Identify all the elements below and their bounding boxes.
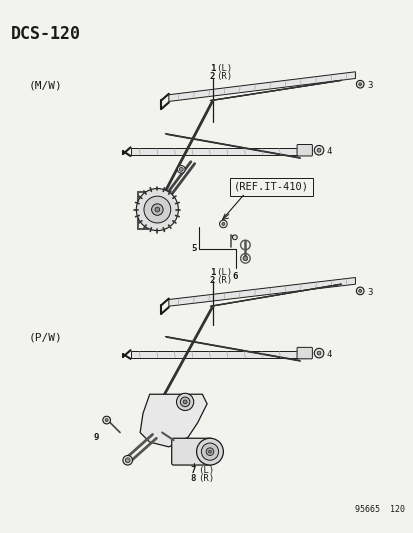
Text: 3: 3 <box>366 82 371 91</box>
Text: 4: 4 <box>326 147 331 156</box>
Circle shape <box>219 220 227 228</box>
Circle shape <box>125 458 130 463</box>
Circle shape <box>179 167 183 171</box>
FancyBboxPatch shape <box>297 348 312 359</box>
Text: 95665  120: 95665 120 <box>355 505 404 514</box>
Text: (P/W): (P/W) <box>28 332 62 342</box>
Text: (L): (L) <box>215 64 231 73</box>
Circle shape <box>183 400 187 404</box>
Text: 1: 1 <box>209 64 215 73</box>
Polygon shape <box>130 148 305 155</box>
Circle shape <box>316 148 320 152</box>
Text: (R): (R) <box>215 72 231 81</box>
Circle shape <box>201 443 218 461</box>
Circle shape <box>102 416 110 424</box>
Text: 2: 2 <box>209 72 215 81</box>
Text: 3: 3 <box>366 288 371 297</box>
Text: DCS-120: DCS-120 <box>11 25 81 43</box>
Circle shape <box>105 418 108 422</box>
Circle shape <box>316 351 320 355</box>
Circle shape <box>196 438 223 465</box>
Circle shape <box>221 222 224 225</box>
Text: 2: 2 <box>209 276 215 285</box>
Circle shape <box>208 450 211 453</box>
Text: (R): (R) <box>215 276 231 285</box>
Circle shape <box>206 448 213 456</box>
FancyBboxPatch shape <box>297 144 312 156</box>
Text: 8: 8 <box>190 474 196 483</box>
Polygon shape <box>130 351 305 358</box>
Circle shape <box>313 146 323 155</box>
Text: (L): (L) <box>198 466 214 475</box>
Text: 4: 4 <box>326 350 331 359</box>
Circle shape <box>176 393 193 410</box>
Circle shape <box>180 397 190 407</box>
Text: 7: 7 <box>190 466 196 475</box>
Text: 9: 9 <box>93 432 98 441</box>
Circle shape <box>144 196 170 223</box>
Circle shape <box>154 207 159 212</box>
Circle shape <box>151 204 163 215</box>
Text: 6: 6 <box>231 272 237 281</box>
Text: (REF.IT-410): (REF.IT-410) <box>233 182 308 192</box>
Circle shape <box>358 83 361 86</box>
Circle shape <box>356 287 363 295</box>
Circle shape <box>123 456 132 465</box>
Polygon shape <box>169 72 355 101</box>
Circle shape <box>358 289 361 292</box>
Polygon shape <box>140 394 206 447</box>
FancyBboxPatch shape <box>171 438 211 465</box>
Text: (L): (L) <box>215 268 231 277</box>
Text: (R): (R) <box>198 474 214 483</box>
Text: 5: 5 <box>190 244 196 253</box>
Polygon shape <box>169 278 355 306</box>
Text: 1: 1 <box>209 268 215 277</box>
Circle shape <box>177 166 185 173</box>
Circle shape <box>242 256 247 261</box>
Circle shape <box>136 189 178 231</box>
Circle shape <box>313 348 323 358</box>
Circle shape <box>356 80 363 88</box>
Text: (M/W): (M/W) <box>28 80 62 91</box>
Circle shape <box>232 235 237 240</box>
